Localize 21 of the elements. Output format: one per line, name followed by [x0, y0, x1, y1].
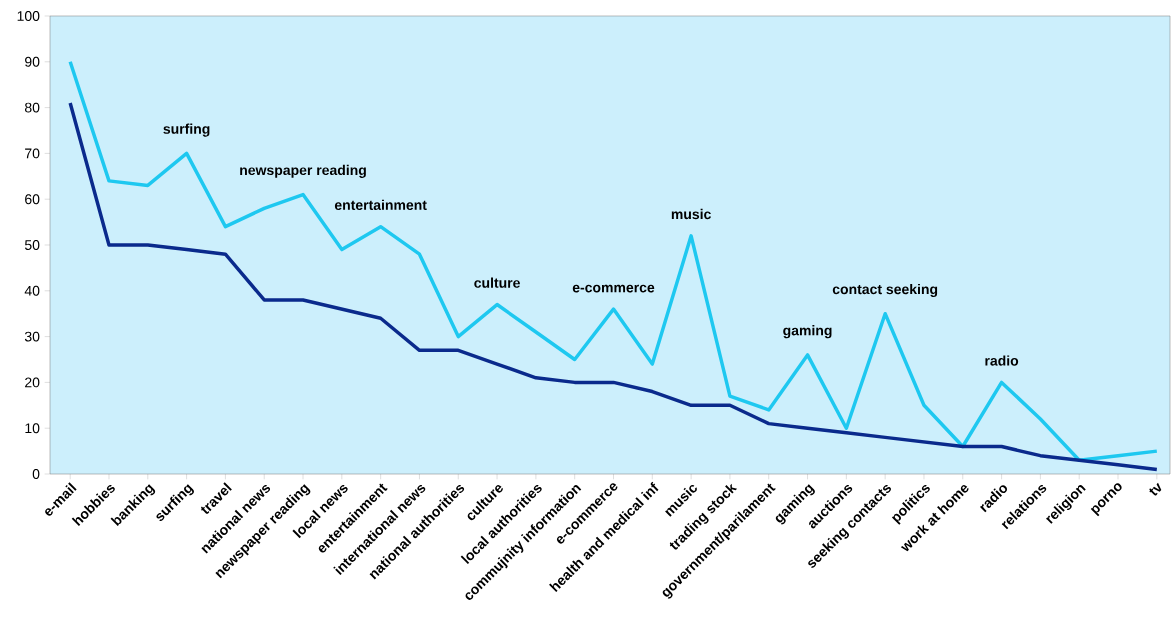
annotation: music	[671, 208, 711, 220]
y-tick-label: 80	[24, 102, 40, 113]
annotation: gaming	[783, 325, 832, 339]
y-tick-label: 60	[25, 194, 40, 205]
annotation: culture	[474, 277, 520, 288]
y-tick-label: 20	[25, 377, 40, 388]
y-tick-label: 90	[25, 56, 40, 67]
annotation: contact seeking	[832, 283, 938, 297]
annotation: entertainment	[334, 199, 427, 210]
annotation: e-commerce	[572, 284, 655, 293]
y-tick-label: 40	[24, 285, 40, 296]
y-tick-label: 70	[25, 148, 40, 159]
y-tick-label: 100	[17, 11, 40, 21]
y-tick-label: 10	[25, 423, 40, 434]
y-tick-label: 50	[24, 240, 40, 250]
y-tick-label: 30	[24, 331, 40, 342]
annotation: surfing	[163, 123, 210, 137]
annotation: newspaper reading	[240, 164, 366, 178]
x-tick-label: tv	[1149, 482, 1162, 496]
y-tick-label: 0	[32, 469, 40, 479]
annotation: radio	[985, 355, 1019, 366]
